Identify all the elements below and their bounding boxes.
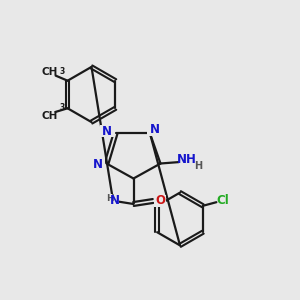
Text: Cl: Cl bbox=[216, 194, 229, 208]
Bar bbox=[154, 195, 166, 207]
Text: NH: NH bbox=[177, 153, 196, 166]
Text: CH: CH bbox=[41, 67, 58, 77]
Text: N: N bbox=[110, 194, 120, 207]
Bar bbox=[147, 124, 162, 136]
Text: H: H bbox=[194, 160, 203, 171]
Bar bbox=[100, 194, 119, 206]
Bar bbox=[179, 155, 198, 167]
Bar bbox=[100, 125, 115, 137]
Text: N: N bbox=[102, 124, 112, 138]
Text: O: O bbox=[155, 194, 165, 208]
Text: CH: CH bbox=[41, 111, 58, 121]
Text: N: N bbox=[149, 123, 160, 136]
Text: 3: 3 bbox=[59, 67, 65, 76]
Text: 3: 3 bbox=[59, 103, 65, 112]
Text: H: H bbox=[106, 194, 113, 203]
Text: N: N bbox=[92, 158, 103, 171]
Bar bbox=[90, 158, 105, 170]
